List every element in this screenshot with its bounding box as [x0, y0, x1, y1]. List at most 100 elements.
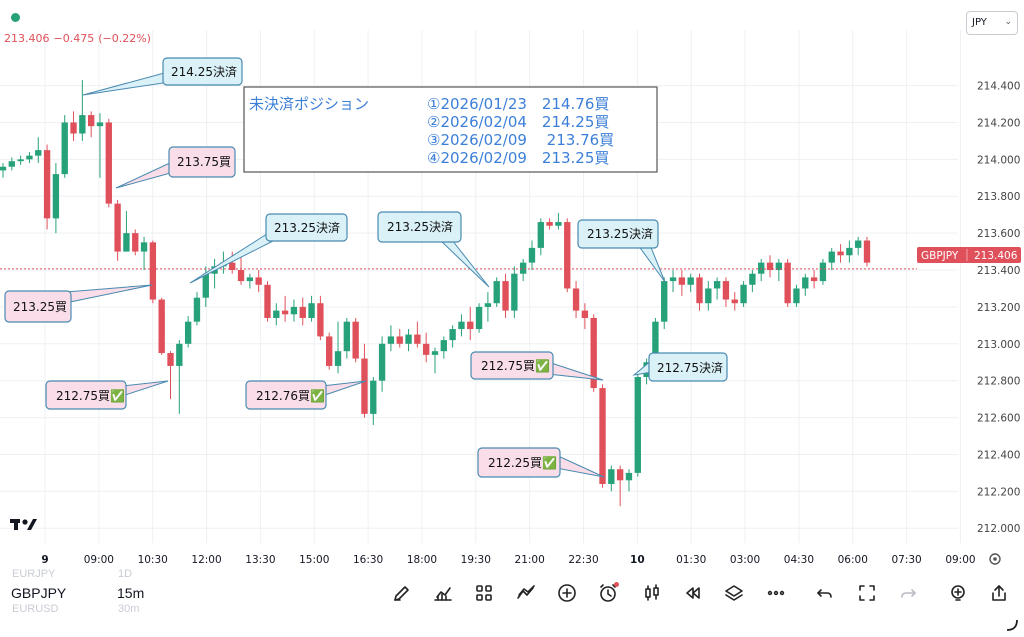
time-axis[interactable]: 9 09:00 10:30 12:00 13:30 15:00 16:30 18:00 19:3… — [41, 554, 975, 566]
prev-interval[interactable]: 1D — [118, 568, 133, 580]
callout-213-75-buy[interactable]: 213.75買 — [115, 146, 236, 189]
x-tick-label: 21:00 — [515, 554, 545, 566]
next-interval[interactable]: 30m — [118, 603, 140, 615]
next-symbol[interactable]: EURUSD — [12, 603, 59, 615]
candle-body — [758, 262, 765, 274]
candle-body — [343, 321, 351, 352]
undo-icon[interactable] — [812, 580, 838, 606]
callout-213-25-settle-3[interactable]: 213.25決済 — [577, 219, 666, 283]
callout-box — [4, 290, 72, 323]
candle-body — [564, 222, 571, 289]
candle-body — [378, 343, 386, 381]
callout-213-25-buy[interactable]: 213.25買 — [4, 284, 153, 323]
x-tick-label: 03:00 — [730, 554, 760, 566]
alert-clock-icon[interactable] — [595, 580, 621, 606]
y-tick-label: 213.800 — [977, 191, 1020, 203]
position-line-3: ③2026/02/09 213.76買 — [427, 131, 614, 149]
candle-body — [273, 310, 280, 318]
callout-214-25-settle[interactable]: 214.25決済 — [82, 57, 243, 96]
alert-badge — [614, 582, 619, 587]
position-box-title: 未決済ポジション — [249, 95, 369, 113]
indicators-icon[interactable] — [430, 580, 456, 606]
candle-body — [669, 277, 677, 282]
y-tick-label: 212.000 — [977, 523, 1020, 535]
candle-body — [855, 240, 862, 248]
candle-body — [326, 336, 333, 366]
candle-body — [537, 222, 544, 248]
x-tick-label: 15:00 — [299, 554, 329, 566]
candle-body — [740, 284, 747, 304]
candle-body — [405, 334, 412, 344]
fullscreen-icon[interactable] — [854, 580, 880, 606]
prev-symbol[interactable]: EURJPY — [12, 568, 56, 580]
y-tick-label: 214.200 — [977, 117, 1020, 129]
candle-body — [43, 150, 51, 219]
callout-213-25-settle-1[interactable]: 213.25決済 — [189, 213, 348, 284]
candle-body — [440, 340, 447, 352]
redo-icon[interactable] — [895, 580, 921, 606]
callout-label: 213.25決済 — [587, 226, 653, 241]
callout-label: 213.75買 — [177, 155, 231, 169]
more-icon[interactable] — [763, 580, 789, 606]
y-tick-label: 212.600 — [977, 413, 1020, 425]
layout-grid-icon[interactable] — [471, 580, 497, 606]
x-tick-label: 09:00 — [945, 554, 975, 566]
layers-icon[interactable] — [721, 580, 747, 606]
candle-body — [423, 343, 430, 355]
callout-pointer — [438, 239, 490, 288]
currency-select[interactable]: JPY ⌄ — [966, 11, 1018, 35]
candle-body — [237, 270, 245, 282]
bulb-add-icon[interactable] — [945, 580, 971, 606]
current-interval[interactable]: 15m — [117, 585, 145, 601]
callout-212-75-settle[interactable]: 212.75決済 — [632, 352, 728, 382]
last-price-value: 213.406 — [974, 250, 1018, 262]
candle-body — [784, 262, 791, 304]
callout-label: 213.25決済 — [387, 219, 453, 234]
x-tick-label: 09:00 — [84, 554, 114, 566]
share-icon[interactable] — [986, 580, 1012, 606]
callout-212-76-buy[interactable]: 212.76買✅ — [245, 380, 367, 410]
candle-body — [572, 288, 580, 311]
candle-body — [590, 317, 597, 389]
candle-body — [334, 351, 342, 366]
price-axis[interactable]: 214.400 214.200 214.000 213.800 213.600 213.4… — [977, 81, 1020, 536]
candle-body — [281, 310, 289, 315]
candle-body — [246, 277, 254, 282]
candle-type-icon[interactable] — [639, 580, 665, 606]
candle-body — [158, 299, 165, 354]
callout-212-75-buy-2[interactable]: 212.75買✅ — [470, 351, 604, 381]
callout-box — [162, 57, 243, 86]
callout-212-25-buy[interactable]: 212.25買✅ — [477, 447, 605, 478]
callout-213-25-settle-2[interactable]: 213.25決済 — [377, 211, 490, 288]
candle-body — [290, 306, 298, 315]
candle-body — [167, 353, 174, 366]
candle-body — [370, 380, 377, 414]
symbol-switcher[interactable]: EURJPY 1D GBPJPY 15m EURUSD 30m — [0, 566, 190, 636]
candle-body — [184, 321, 192, 344]
replay-icon[interactable] — [680, 580, 706, 606]
candles — [0, 80, 871, 507]
callout-212-75-buy-1[interactable]: 212.75買✅ — [45, 380, 169, 410]
candle-body — [35, 150, 42, 156]
callout-box — [45, 380, 127, 410]
candle-body — [132, 233, 139, 252]
candle-body — [652, 321, 659, 363]
last-price-symbol: GBPJPY — [921, 250, 959, 262]
axis-settings-icon[interactable] — [989, 553, 1001, 565]
add-icon[interactable] — [554, 580, 580, 606]
candle-body — [317, 303, 324, 337]
strategy-icon[interactable] — [513, 580, 539, 606]
current-symbol[interactable]: GBPJPY — [11, 585, 67, 601]
candle-body — [96, 122, 104, 127]
currency-value: JPY — [972, 17, 987, 28]
candle-body — [26, 155, 33, 160]
candle-body — [431, 351, 439, 355]
callout-label: 213.25決済 — [274, 220, 340, 235]
candle-body — [396, 336, 403, 344]
x-tick-label: 12:00 — [191, 554, 221, 566]
pencil-icon[interactable] — [389, 580, 415, 606]
y-tick-label: 213.000 — [977, 339, 1020, 351]
candle-body — [467, 321, 474, 330]
callout-pointer — [637, 244, 666, 283]
